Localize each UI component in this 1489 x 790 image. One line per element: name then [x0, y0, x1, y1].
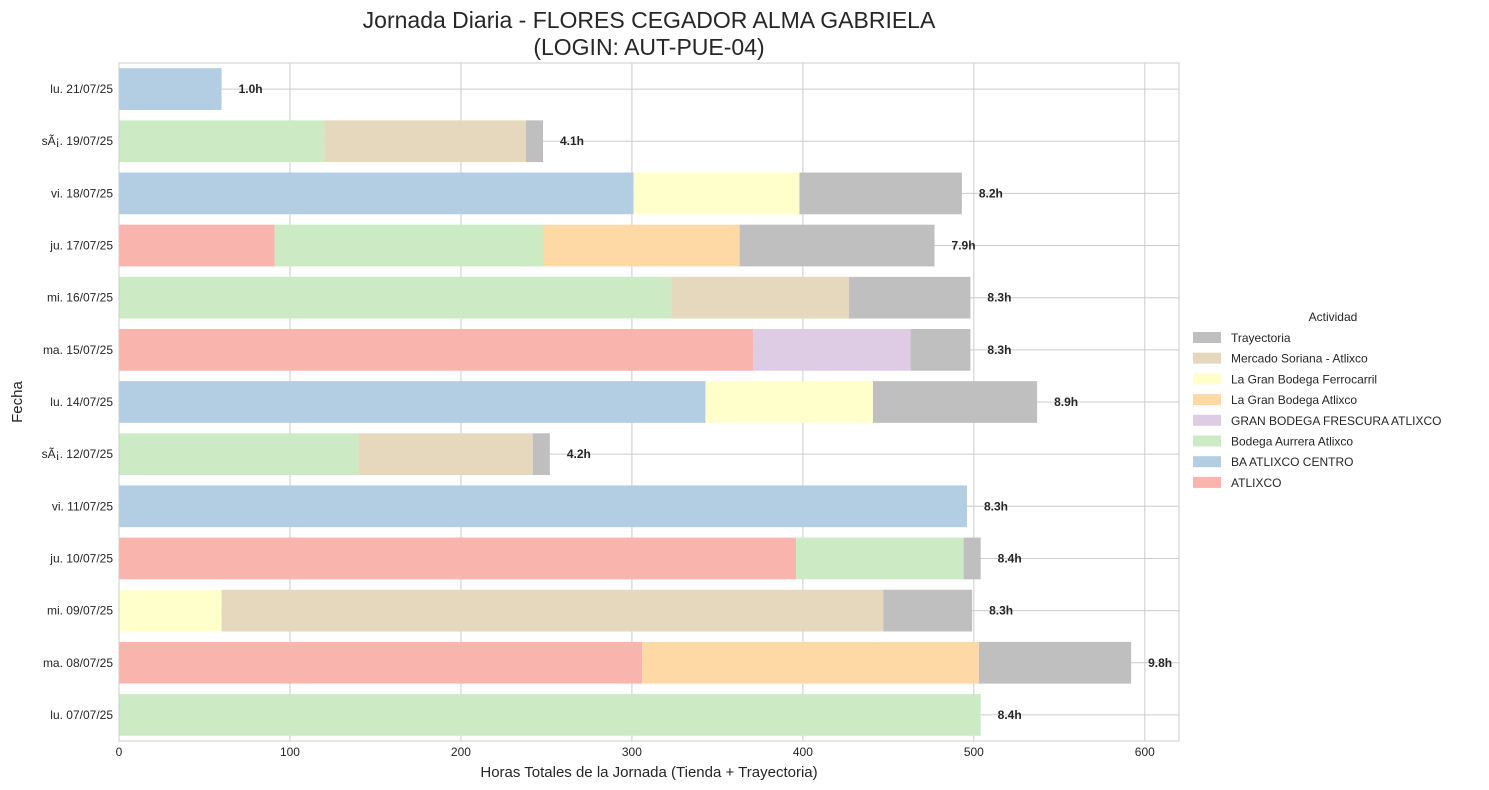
- bar-total-label: 8.3h: [987, 343, 1011, 357]
- bar-segment-la-gran-bodega-ferrocarril: [119, 589, 222, 632]
- bar-segment-ba-atlixco-centro: [119, 68, 222, 110]
- bar-total-label: 8.3h: [989, 604, 1013, 618]
- bar-segment-trayectoria: [849, 276, 971, 319]
- legend-swatch-atlixco: [1193, 476, 1221, 488]
- legend-swatch-la-gran-bodega-atlixco: [1193, 394, 1221, 406]
- bar-segment-atlixco: [119, 537, 797, 580]
- bar-segment-trayectoria: [883, 589, 973, 632]
- x-tick-label: 500: [964, 745, 984, 759]
- bar-segment-atlixco: [119, 641, 643, 684]
- legend-label-atlixco: ATLIXCO: [1231, 476, 1281, 490]
- bar-segment-la-gran-bodega-atlixco: [642, 641, 979, 684]
- bar-segment-atlixco: [119, 328, 754, 371]
- bar-total-label: 8.4h: [998, 551, 1022, 565]
- bar-segment-trayectoria: [978, 641, 1132, 684]
- bar-total-label: 8.3h: [987, 291, 1011, 305]
- bar-segment-mercado-soriana-atlixco: [221, 589, 884, 632]
- bar-segment-atlixco: [119, 224, 275, 267]
- bar-segment-gran-bodega-frescura-atlixco: [753, 328, 911, 371]
- legend-swatch-bodega-aurrera-atlixco: [1193, 435, 1221, 447]
- x-tick-label: 100: [280, 745, 300, 759]
- bar-segment-ba-atlixco-centro: [119, 172, 634, 215]
- bar-segment-mercado-soriana-atlixco: [358, 433, 533, 476]
- y-tick-label: sÃ¡. 12/07/25: [42, 447, 114, 461]
- legend: Actividad Trayectoria Mercado Soriana - A…: [1193, 310, 1442, 490]
- bar-total-label: 4.1h: [560, 134, 584, 148]
- x-tick-label: 200: [451, 745, 471, 759]
- bar-segment-bodega-aurrera-atlixco: [119, 120, 325, 163]
- bar-segment-mercado-soriana-atlixco: [671, 276, 850, 319]
- x-tick-label: 0: [116, 745, 123, 759]
- bar-segment-ba-atlixco-centro: [119, 485, 967, 528]
- bar-total-label: 4.2h: [567, 447, 591, 461]
- bar-segment-la-gran-bodega-ferrocarril: [705, 381, 873, 423]
- bar-segment-trayectoria: [739, 224, 935, 267]
- legend-items: Trayectoria Mercado Soriana - Atlixco La G…: [1193, 331, 1442, 490]
- bar-total-label: 9.8h: [1148, 656, 1172, 670]
- bar-total-label: 8.3h: [984, 499, 1008, 513]
- y-tick-label: ju. 10/07/25: [49, 551, 113, 565]
- y-tick-label: ju. 17/07/25: [49, 239, 113, 253]
- bar-total-label: 7.9h: [952, 239, 976, 253]
- x-tick-label: 400: [793, 745, 813, 759]
- legend-label-trayectoria: Trayectoria: [1231, 331, 1291, 345]
- y-axis-ticks: lu. 21/07/25 sÃ¡. 19/07/25 vi. 18/07/25 ju.…: [42, 82, 114, 722]
- bar-segment-mercado-soriana-atlixco: [324, 120, 526, 163]
- bar-total-label: 8.2h: [979, 186, 1003, 200]
- plot-frame: [118, 62, 1180, 742]
- bar-segment-trayectoria: [963, 537, 981, 580]
- legend-title: Actividad: [1309, 310, 1358, 324]
- legend-label-mercado-soriana-atlixco: Mercado Soriana - Atlixco: [1231, 352, 1368, 366]
- x-axis-ticks: 0 100 200 300 400 500 600: [116, 745, 1155, 759]
- legend-swatch-trayectoria: [1193, 332, 1221, 343]
- bar-segment-trayectoria: [910, 328, 971, 371]
- bar-segment-bodega-aurrera-atlixco: [274, 224, 543, 267]
- legend-swatch-mercado-soriana-atlixco: [1193, 352, 1221, 364]
- y-axis-label: Fecha: [9, 381, 26, 423]
- y-tick-label: vi. 11/07/25: [52, 499, 113, 513]
- legend-swatch-ba-atlixco-centro: [1193, 456, 1221, 468]
- bar-segment-trayectoria: [872, 381, 1038, 423]
- bar-segment-bodega-aurrera-atlixco: [119, 276, 672, 319]
- legend-label-gran-bodega-frescura-atlixco: GRAN BODEGA FRESCURA ATLIXCO: [1231, 414, 1442, 428]
- bar-segment-bodega-aurrera-atlixco: [796, 537, 964, 580]
- legend-swatch-la-gran-bodega-ferrocarril: [1193, 373, 1221, 385]
- y-tick-label: sÃ¡. 19/07/25: [42, 134, 114, 148]
- y-tick-label: ma. 08/07/25: [43, 656, 113, 670]
- legend-label-bodega-aurrera-atlixco: Bodega Aurrera Atlixco: [1231, 435, 1353, 449]
- legend-swatch-gran-bodega-frescura-atlixco: [1193, 414, 1221, 426]
- x-tick-label: 600: [1135, 745, 1155, 759]
- y-tick-label: vi. 18/07/25: [51, 186, 113, 200]
- y-tick-label: mi. 16/07/25: [47, 291, 113, 305]
- y-tick-label: mi. 09/07/25: [47, 604, 113, 618]
- bar-segment-trayectoria: [525, 120, 543, 163]
- bar-segment-trayectoria: [532, 433, 550, 476]
- y-tick-label: ma. 15/07/25: [43, 343, 113, 357]
- legend-label-la-gran-bodega-atlixco: La Gran Bodega Atlixco: [1231, 393, 1357, 407]
- bar-segment-ba-atlixco-centro: [119, 381, 706, 423]
- bar-total-label: 8.4h: [998, 708, 1022, 722]
- bar-segment-la-gran-bodega-atlixco: [543, 224, 740, 267]
- bar-segment-bodega-aurrera-atlixco: [119, 694, 981, 736]
- y-tick-label: lu. 07/07/25: [50, 708, 113, 722]
- legend-label-ba-atlixco-centro: BA ATLIXCO CENTRO: [1231, 455, 1353, 469]
- bar-segment-bodega-aurrera-atlixco: [119, 433, 359, 476]
- chart-title-line-1: Jornada Diaria - FLORES CEGADOR ALMA GAB…: [363, 7, 936, 33]
- x-axis-label: Horas Totales de la Jornada (Tienda + Tr…: [480, 764, 817, 781]
- bar-segment-la-gran-bodega-ferrocarril: [633, 172, 800, 215]
- bar-total-label: 1.0h: [239, 82, 263, 96]
- bar-segment-trayectoria: [799, 172, 962, 215]
- legend-label-la-gran-bodega-ferrocarril: La Gran Bodega Ferrocarril: [1231, 372, 1377, 386]
- chart-title-line-2: (LOGIN: AUT-PUE-04): [533, 34, 764, 60]
- data-labels: 1.0h 4.1h 8.2h 7.9h 8.3h 8.3h 8.9h 4.2h 8.3h 8.4h…: [239, 82, 1173, 722]
- bars: [119, 68, 1132, 736]
- y-tick-label: lu. 14/07/25: [50, 395, 113, 409]
- bar-total-label: 8.9h: [1054, 395, 1078, 409]
- y-tick-label: lu. 21/07/25: [50, 82, 113, 96]
- x-tick-label: 300: [622, 745, 642, 759]
